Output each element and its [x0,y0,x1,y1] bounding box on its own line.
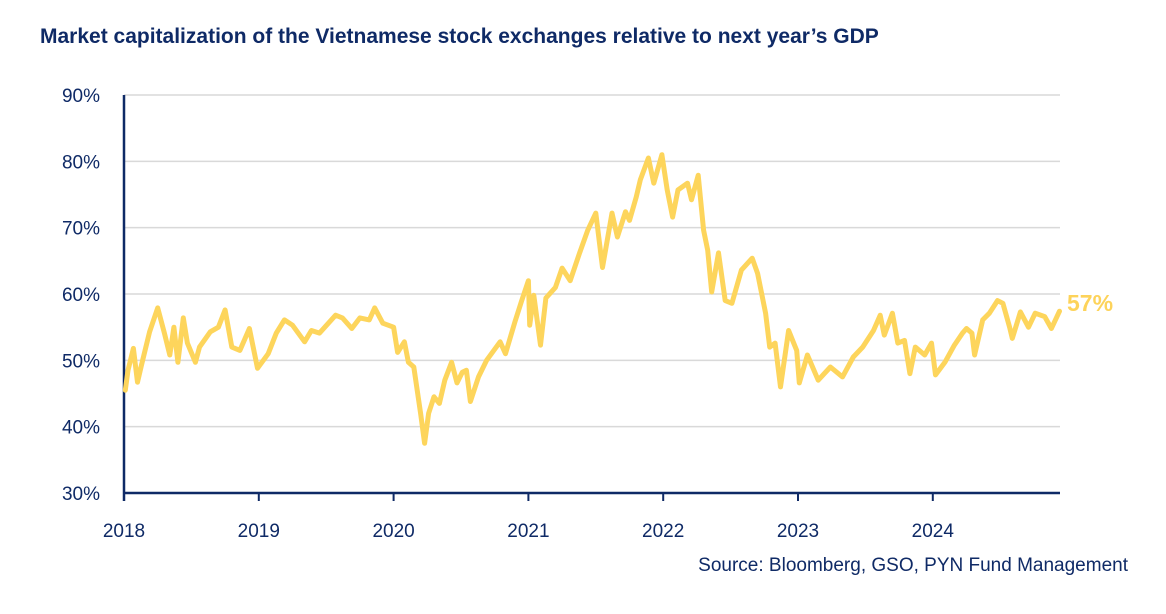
source-note: Source: Bloomberg, GSO, PYN Fund Managem… [698,555,1129,576]
y-tick-label: 70% [62,219,100,240]
x-tick-label: 2024 [912,521,955,542]
chart-title: Market capitalization of the Vietnamese … [40,25,879,48]
y-tick-label: 60% [62,285,100,306]
y-tick-label: 40% [62,418,100,439]
x-tick-label: 2022 [642,521,684,542]
x-tick-label: 2018 [103,521,145,542]
y-tick-label: 80% [62,152,100,173]
y-tick-label: 90% [62,86,100,107]
x-tick-label: 2020 [372,521,414,542]
x-axis-ticks: 2018 2019 2020 2021 2022 2023 2024 [103,493,955,542]
y-tick-label: 30% [62,484,100,505]
y-tick-label: 50% [62,351,100,372]
x-tick-label: 2023 [777,521,819,542]
x-tick-label: 2019 [238,521,280,542]
end-value-label: 57% [1067,290,1113,316]
x-tick-label: 2021 [507,521,549,542]
series-line [122,152,1062,446]
y-axis-ticks: 30% 40% 50% 60% 70% 80% 90% [62,86,100,505]
gridlines [124,94,1060,428]
